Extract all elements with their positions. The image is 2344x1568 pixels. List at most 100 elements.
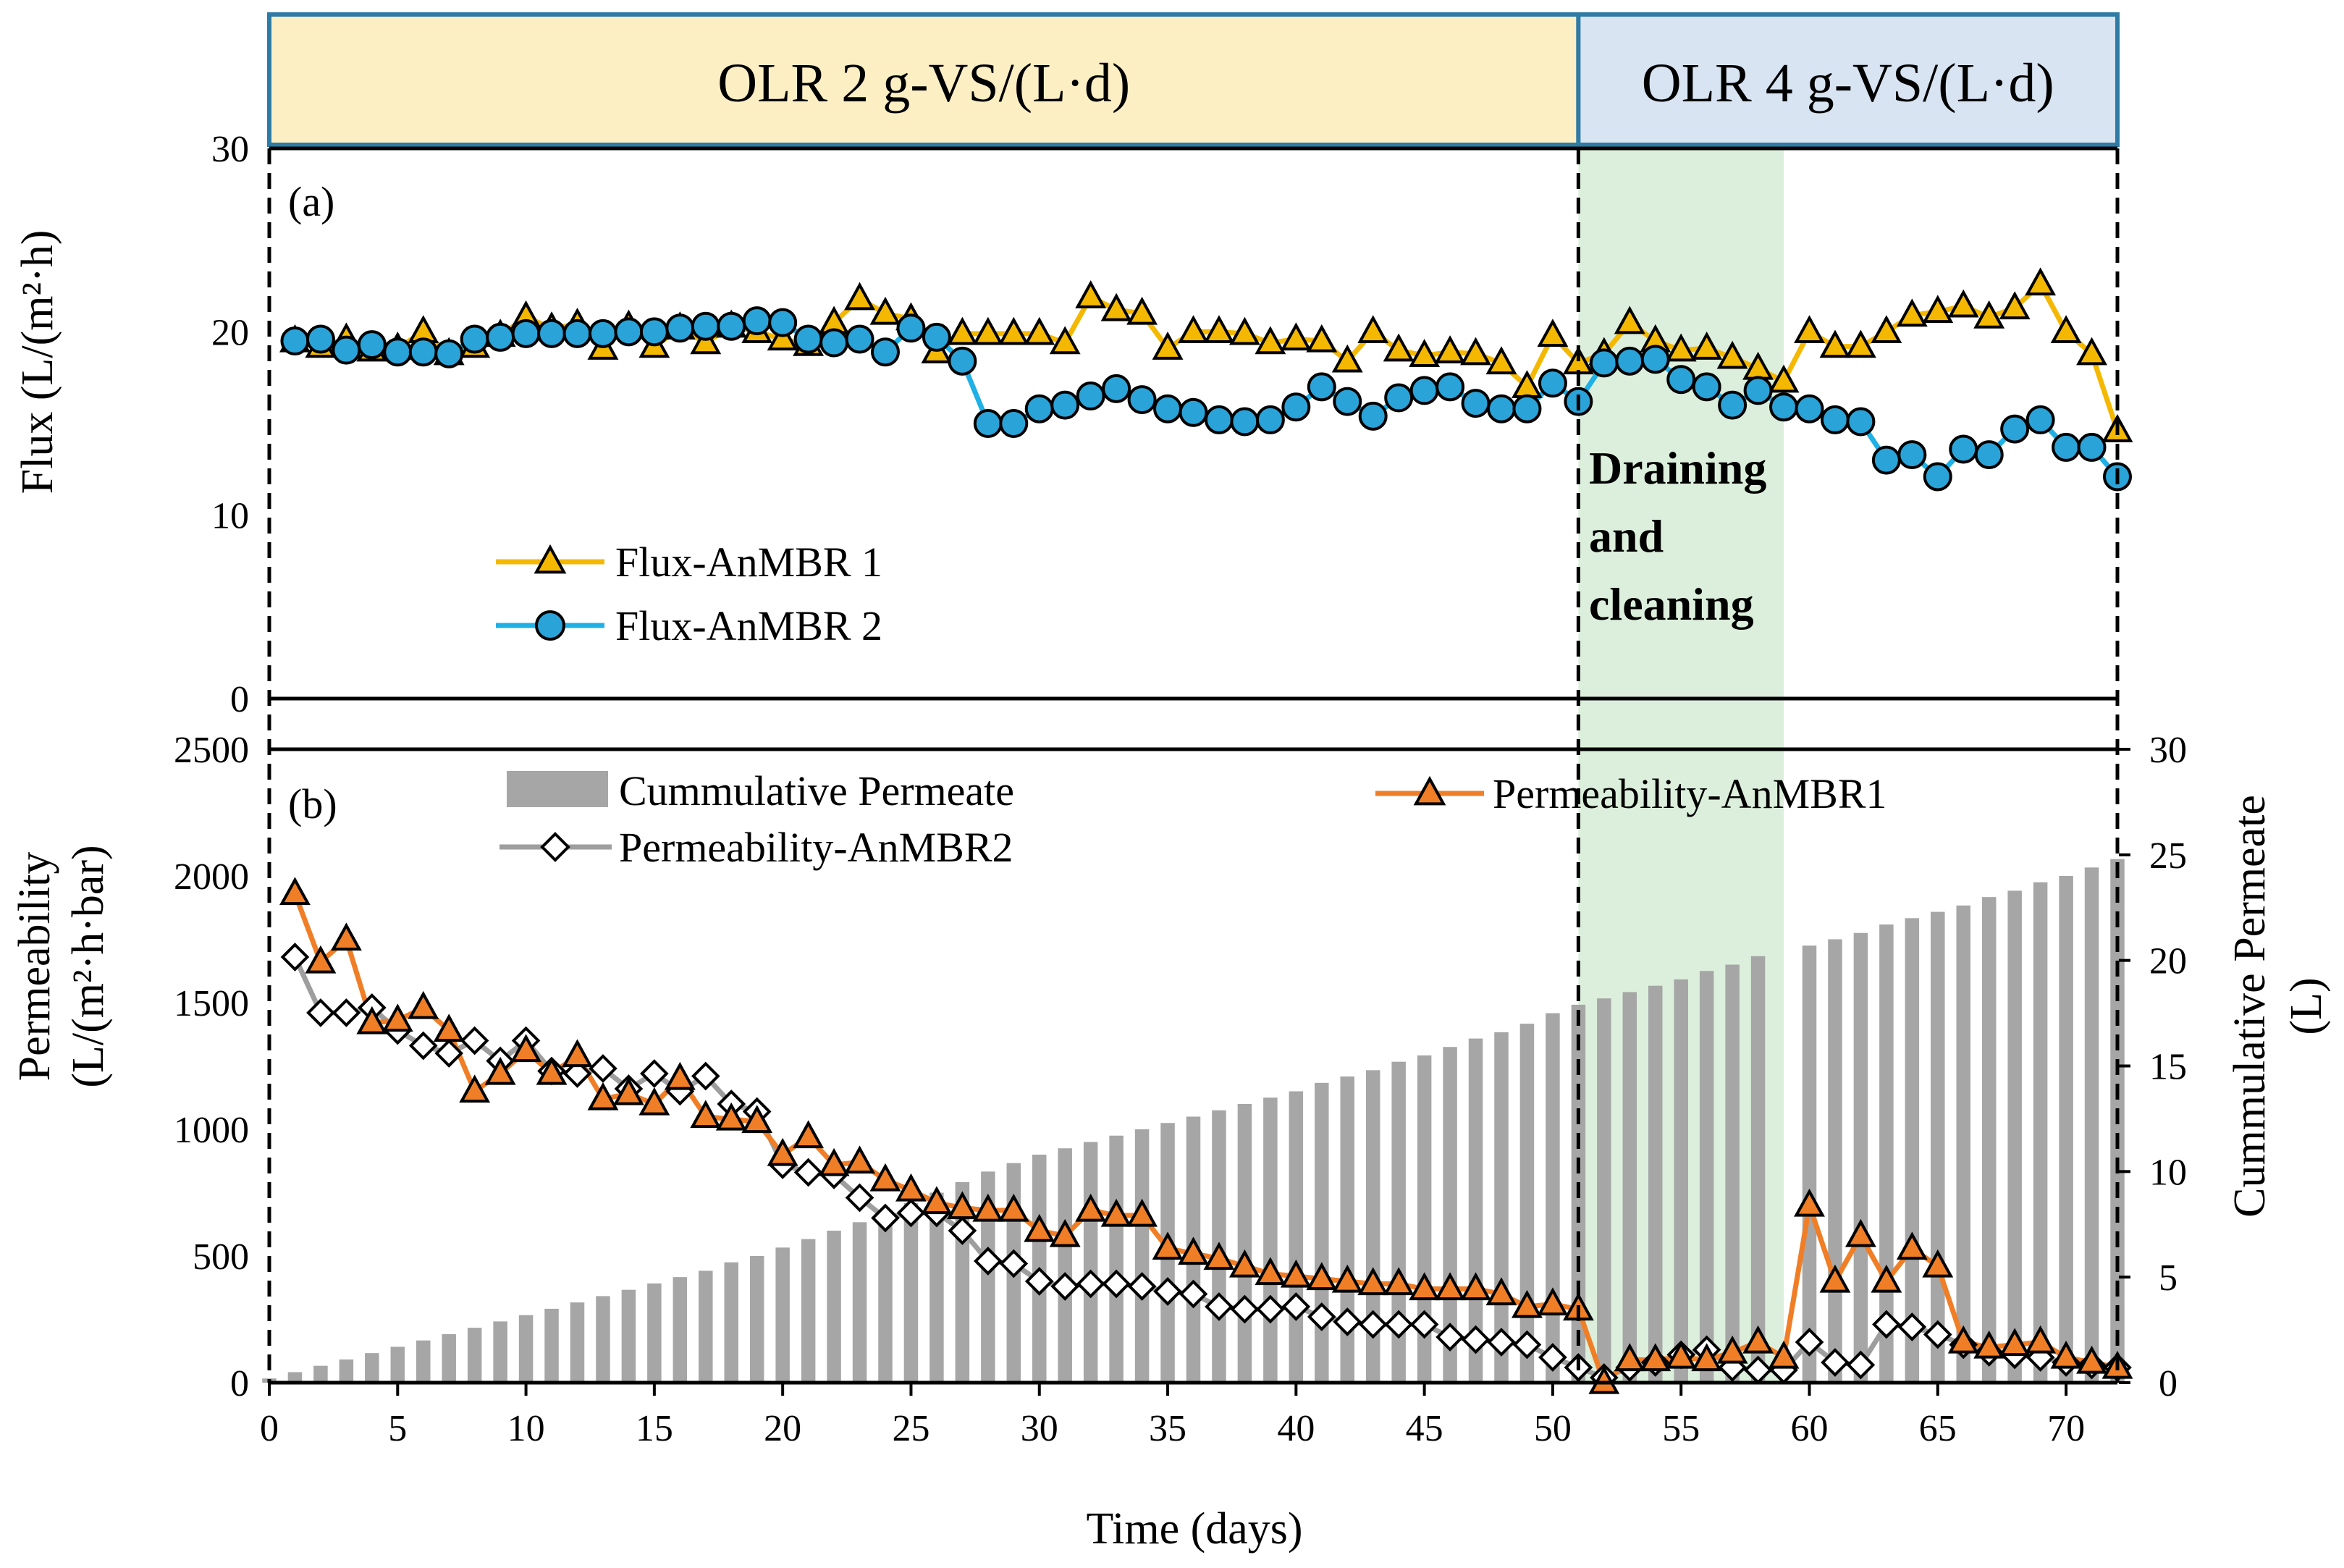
flux1-marker [1331,344,1363,373]
cumulative-permeate-bar [1725,964,1740,1383]
perm1-marker [1331,1264,1363,1293]
flux2-marker [665,313,695,343]
panel-b-series-markers [279,877,2133,1394]
phase-divider-lines [267,148,2120,1383]
perm2-marker [1230,1294,1260,1324]
flux2-marker [2000,414,2030,444]
perm1-marker [1691,1343,1723,1372]
flux2-marker [486,322,515,352]
perm2-marker [1205,1292,1234,1321]
perm2-marker [1795,1328,1824,1357]
panel-a-y-tick-label: 30 [211,129,249,170]
flux1-marker [1203,315,1235,344]
flux1-marker [1152,331,1184,360]
cumulative-permeate-bar [852,1222,867,1383]
perm2-marker [1076,1269,1105,1299]
flux1-marker [2050,315,2082,344]
cumulative-permeate-bar [1391,1061,1406,1383]
perm1-marker [921,1186,953,1215]
flux1-marker [1665,333,1697,362]
flux2-marker [280,326,310,355]
perm2-marker [1102,1269,1131,1299]
perm2-marker [1050,1272,1080,1301]
flux2-marker [1230,407,1260,437]
panel-b-y2-axis-title-line1: Cummulative Permeate [2225,795,2275,1218]
perm2-marker [460,1026,489,1055]
panel-b-bars [262,859,2125,1383]
flux2-marker [1281,392,1311,422]
perm1-marker [433,1013,465,1042]
flux1-marker [1049,326,1081,355]
flux1-marker [1691,331,1723,360]
flux2-marker [357,330,387,360]
perm1-marker [279,877,311,906]
perm1-marker [715,1102,747,1131]
perm1-marker [1152,1231,1184,1260]
perm1-marker [1640,1343,1671,1372]
flux1-marker [1075,280,1107,308]
x-tick-label: 25 [892,1408,929,1449]
cumulative-permeate-bar [699,1270,713,1383]
panel-b-y-axis-title-line1: Permeability [10,852,59,1082]
flux2-marker [1640,345,1670,374]
perm1-marker [1794,1188,1825,1217]
legend-flux2-marker [535,610,565,641]
perm2-marker [1024,1267,1054,1296]
flux1-marker [1614,305,1645,334]
flux2-marker [383,337,413,367]
panel-b-y-tick-label: 1000 [174,1110,249,1151]
flux2-marker [1718,390,1748,420]
panel-b-y-tick-label: 2500 [174,730,249,771]
perm1-marker [1742,1325,1774,1354]
perm1-marker [1178,1236,1209,1265]
flux1-marker [1409,339,1441,367]
panel-b-label: (b) [288,780,337,827]
flux1-marker [1871,315,1902,344]
panel-b-y2-tick-label: 10 [2149,1152,2187,1193]
cumulative-permeate-bar [647,1283,662,1383]
flux1-marker [1357,315,1389,344]
cumulative-permeate-bar [1931,911,1945,1383]
x-tick-label: 50 [1534,1408,1572,1449]
panel-b-y2-tick-label: 5 [2159,1257,2178,1299]
perm1-marker [1409,1272,1441,1301]
permeability-line-2 [292,956,2118,1381]
x-tick-label: 70 [2047,1408,2085,1449]
cumulative-permeate-bar [1340,1076,1355,1383]
perm1-marker [356,1006,388,1034]
flux2-marker [1871,445,1901,475]
flux1-marker [1255,326,1286,355]
flux2-marker [1024,394,1054,423]
cumulative-permeate-bar [1981,897,1997,1383]
perm1-marker [587,1082,619,1110]
perm1-marker [972,1193,1004,1222]
perm1-marker [1896,1231,1928,1260]
flux2-marker [1358,401,1388,431]
flux2-marker [691,311,720,341]
flux1-marker [946,316,978,345]
flux2-marker [1050,390,1080,420]
flux1-marker [2025,267,2057,296]
perm1-marker [869,1163,901,1192]
perm2-marker [1358,1310,1388,1339]
flux1-marker [1434,335,1466,363]
perm2-marker [1821,1348,1850,1377]
flux1-marker [1999,291,2031,320]
cumulative-permeate-bar [518,1315,534,1383]
perm1-marker [1075,1193,1107,1222]
flux1-marker [1126,296,1158,325]
perm1-marker [1716,1335,1748,1364]
panel-a-flux: 0 10 20 30 (a) Flux (L/(m²·h) Flux-AnMBR 1 … [13,129,2133,720]
perm2-marker [845,1183,874,1213]
perm2-marker [1436,1323,1464,1352]
cumulative-permeate-bar [1109,1135,1123,1383]
perm2-marker [434,1039,464,1068]
perm1-marker [1947,1325,1979,1354]
perm1-marker [2050,1340,2082,1369]
perm1-marker [1512,1289,1543,1318]
perm1-marker [1357,1267,1389,1296]
cumulative-permeate-bar [390,1346,405,1383]
flux2-marker [588,319,617,348]
cumulative-permeate-bar [1365,1070,1380,1383]
flux2-marker [1769,392,1799,422]
